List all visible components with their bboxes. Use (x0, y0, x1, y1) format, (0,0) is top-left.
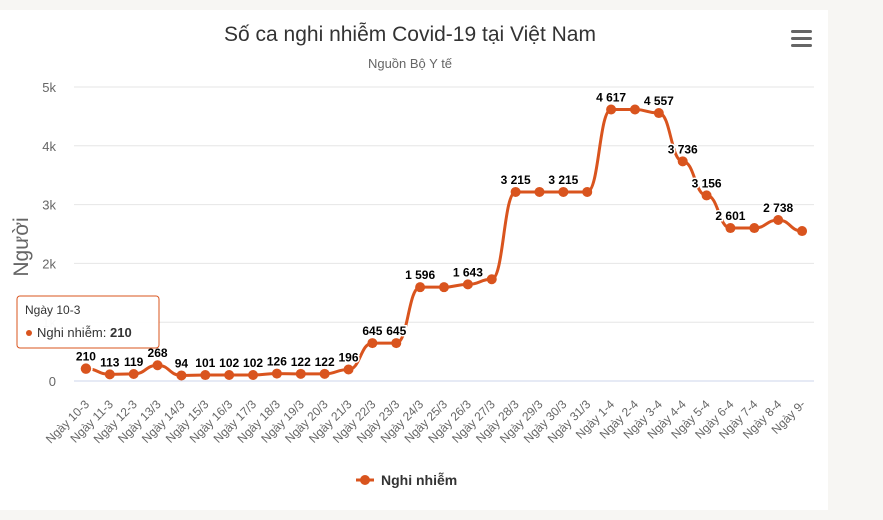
data-point[interactable] (439, 282, 449, 293)
data-label: 119 (124, 355, 144, 369)
legend-label: Nghi nhiễm (381, 472, 457, 488)
data-label: 2 601 (715, 209, 745, 223)
data-label: 268 (148, 346, 168, 360)
legend-marker (360, 475, 370, 485)
tooltip-value: 210 (110, 325, 132, 340)
data-label: 3 156 (692, 176, 722, 190)
data-point[interactable] (653, 108, 664, 119)
data-point[interactable] (224, 370, 235, 381)
data-point[interactable] (367, 338, 378, 349)
data-label: 4 617 (596, 91, 626, 105)
tooltip-series-label: Nghi nhiễm: (37, 325, 110, 340)
data-point[interactable] (152, 360, 163, 371)
data-point[interactable] (725, 223, 736, 234)
data-point[interactable] (606, 104, 617, 115)
tooltip-category: Ngày 10-3 (25, 303, 81, 317)
y-axis-ticks: 01k2k3k4k5k (42, 80, 56, 389)
y-tick-label: 2k (42, 256, 56, 271)
data-label: 196 (339, 350, 359, 364)
y-tick-label: 3k (42, 198, 56, 213)
y-axis-title: Người (10, 217, 33, 276)
data-point[interactable] (582, 186, 593, 197)
data-point[interactable] (677, 156, 688, 167)
data-label: 102 (219, 356, 239, 370)
data-point[interactable] (462, 279, 473, 290)
data-point[interactable] (391, 338, 402, 349)
data-point[interactable] (558, 186, 569, 197)
legend-item-nghi-nhiem[interactable]: Nghi nhiễm (356, 472, 457, 488)
tooltip-series-marker (26, 330, 32, 336)
data-point[interactable] (128, 369, 139, 380)
data-label: 2 738 (763, 201, 793, 215)
data-point[interactable] (176, 370, 187, 381)
gridlines (74, 86, 814, 382)
data-point[interactable] (248, 370, 259, 381)
menu-button[interactable] (785, 25, 815, 55)
data-point[interactable] (79, 361, 93, 376)
data-label: 4 557 (644, 94, 674, 108)
data-label: 1 596 (405, 268, 435, 282)
data-label: 3 215 (501, 173, 531, 187)
tooltip-box (16, 295, 160, 349)
data-point[interactable] (200, 370, 211, 381)
data-label: 3 215 (548, 173, 578, 187)
y-tick-label: 4k (42, 139, 56, 154)
data-label: 645 (362, 324, 382, 338)
tooltip: Ngày 10-3 Nghi nhiễm: 210 (16, 295, 160, 349)
chart-svg: Số ca nghi nhiễm Covid-19 tại Việt Nam N… (10, 23, 815, 488)
data-label: 126 (267, 355, 287, 369)
data-point[interactable] (773, 215, 784, 226)
data-label: 122 (315, 355, 335, 369)
data-label: 101 (195, 356, 215, 370)
data-point[interactable] (104, 369, 115, 380)
data-point[interactable] (629, 104, 640, 115)
data-point[interactable] (486, 274, 497, 285)
data-label: 122 (291, 355, 311, 369)
data-label: 1 643 (453, 265, 483, 279)
tooltip-value-line: Nghi nhiễm: 210 (37, 325, 132, 340)
data-point[interactable] (534, 186, 545, 197)
hamburger-menu-icon (791, 30, 812, 47)
chart-title: Số ca nghi nhiễm Covid-19 tại Việt Nam (224, 23, 596, 46)
data-label: 3 736 (668, 142, 698, 156)
data-label: 94 (175, 356, 189, 370)
data-point[interactable] (701, 190, 712, 201)
data-label: 113 (100, 355, 120, 369)
data-point[interactable] (749, 223, 760, 234)
y-tick-label: 0 (49, 374, 56, 389)
data-point[interactable] (510, 186, 521, 197)
data-point[interactable] (271, 368, 282, 379)
data-point[interactable] (295, 368, 306, 379)
chart-subtitle: Nguồn Bộ Y tế (368, 56, 453, 71)
data-label: 645 (386, 324, 406, 338)
chart-card: Số ca nghi nhiễm Covid-19 tại Việt Nam N… (0, 10, 828, 510)
data-point[interactable] (415, 282, 426, 293)
data-label: 210 (76, 350, 96, 364)
y-tick-label: 5k (42, 80, 56, 95)
data-point[interactable] (797, 226, 808, 237)
data-point[interactable] (343, 364, 354, 375)
data-label: 102 (243, 356, 263, 370)
series-nghi-nhiem (79, 104, 808, 381)
data-point[interactable] (319, 368, 330, 379)
